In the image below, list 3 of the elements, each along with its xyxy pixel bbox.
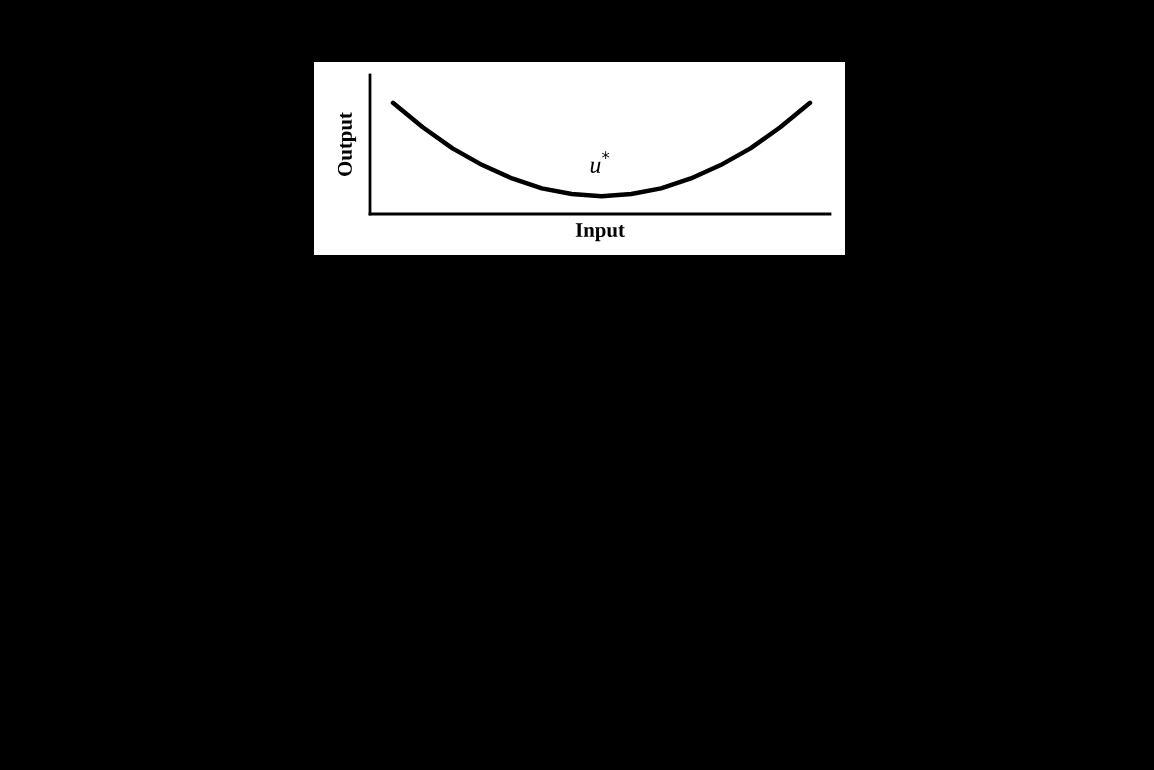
annotation: u$^{*}$ xyxy=(590,151,610,173)
x-axis-title: Input xyxy=(575,223,625,242)
y-axis-title: Output xyxy=(337,112,357,176)
